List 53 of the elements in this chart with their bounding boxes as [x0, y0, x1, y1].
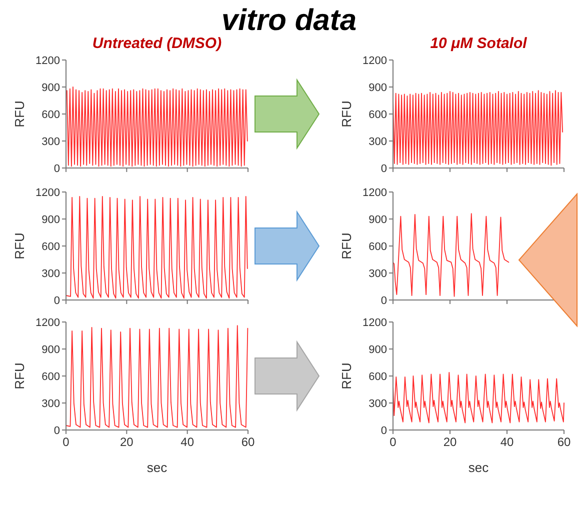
- x-tick-label: 0: [390, 435, 397, 449]
- y-axis-title: RFU: [339, 362, 354, 390]
- y-tick-label: 600: [368, 240, 387, 253]
- y-tick-label: 600: [368, 108, 387, 121]
- y-tick-label: 0: [380, 294, 387, 307]
- y-axis-title: RFU: [339, 232, 354, 260]
- x-tick-label: 20: [443, 435, 457, 449]
- line-series: [392, 372, 564, 424]
- y-tick-label: 0: [54, 162, 60, 175]
- y-tick-label: 600: [42, 370, 60, 383]
- y-tick-label: 1200: [362, 186, 387, 199]
- y-tick-label: 600: [368, 370, 387, 383]
- line-series: [66, 325, 248, 428]
- y-tick-label: 300: [368, 268, 387, 280]
- y-tick-label: 300: [42, 136, 60, 148]
- x-tick-label: 60: [557, 435, 571, 449]
- chart-title: Untreated (DMSO): [92, 35, 222, 52]
- text: vitro data: [221, 4, 357, 37]
- y-tick-label: 0: [380, 162, 387, 175]
- y-tick-label: 1200: [362, 54, 387, 67]
- y-tick-label: 1200: [36, 186, 60, 199]
- x-axis-title: sec: [146, 460, 168, 475]
- y-axis-title: RFU: [12, 362, 27, 390]
- y-tick-label: 0: [380, 424, 387, 437]
- y-tick-label: 900: [42, 214, 60, 226]
- x-tick-label: 20: [120, 435, 134, 449]
- x-axis-title: sec: [468, 460, 490, 475]
- y-tick-label: 300: [42, 398, 60, 410]
- chart-title: 10 μM Sotalol: [430, 35, 528, 52]
- y-tick-label: 1200: [36, 316, 60, 329]
- y-tick-label: 900: [42, 344, 60, 356]
- line-series: [392, 213, 510, 297]
- x-tick-label: 40: [500, 435, 514, 449]
- y-tick-label: 0: [54, 424, 60, 437]
- y-tick-label: 600: [42, 108, 60, 121]
- y-tick-label: 300: [368, 398, 387, 410]
- y-axis-title: RFU: [339, 100, 354, 128]
- y-tick-label: 1200: [36, 54, 60, 67]
- y-tick-label: 0: [54, 294, 60, 307]
- y-tick-label: 900: [368, 344, 387, 356]
- y-axis-title: RFU: [12, 100, 27, 128]
- x-tick-label: 60: [241, 435, 255, 449]
- y-tick-label: 900: [368, 214, 387, 226]
- line-series: [392, 90, 564, 166]
- y-tick-label: 900: [42, 82, 60, 94]
- y-axis-title: RFU: [12, 232, 27, 260]
- x-tick-label: 0: [62, 435, 70, 449]
- y-tick-label: 600: [42, 240, 60, 253]
- y-tick-label: 300: [42, 268, 60, 280]
- y-tick-label: 900: [368, 82, 387, 94]
- y-tick-label: 300: [368, 136, 387, 148]
- x-tick-label: 40: [180, 435, 194, 449]
- y-tick-label: 1200: [362, 316, 387, 329]
